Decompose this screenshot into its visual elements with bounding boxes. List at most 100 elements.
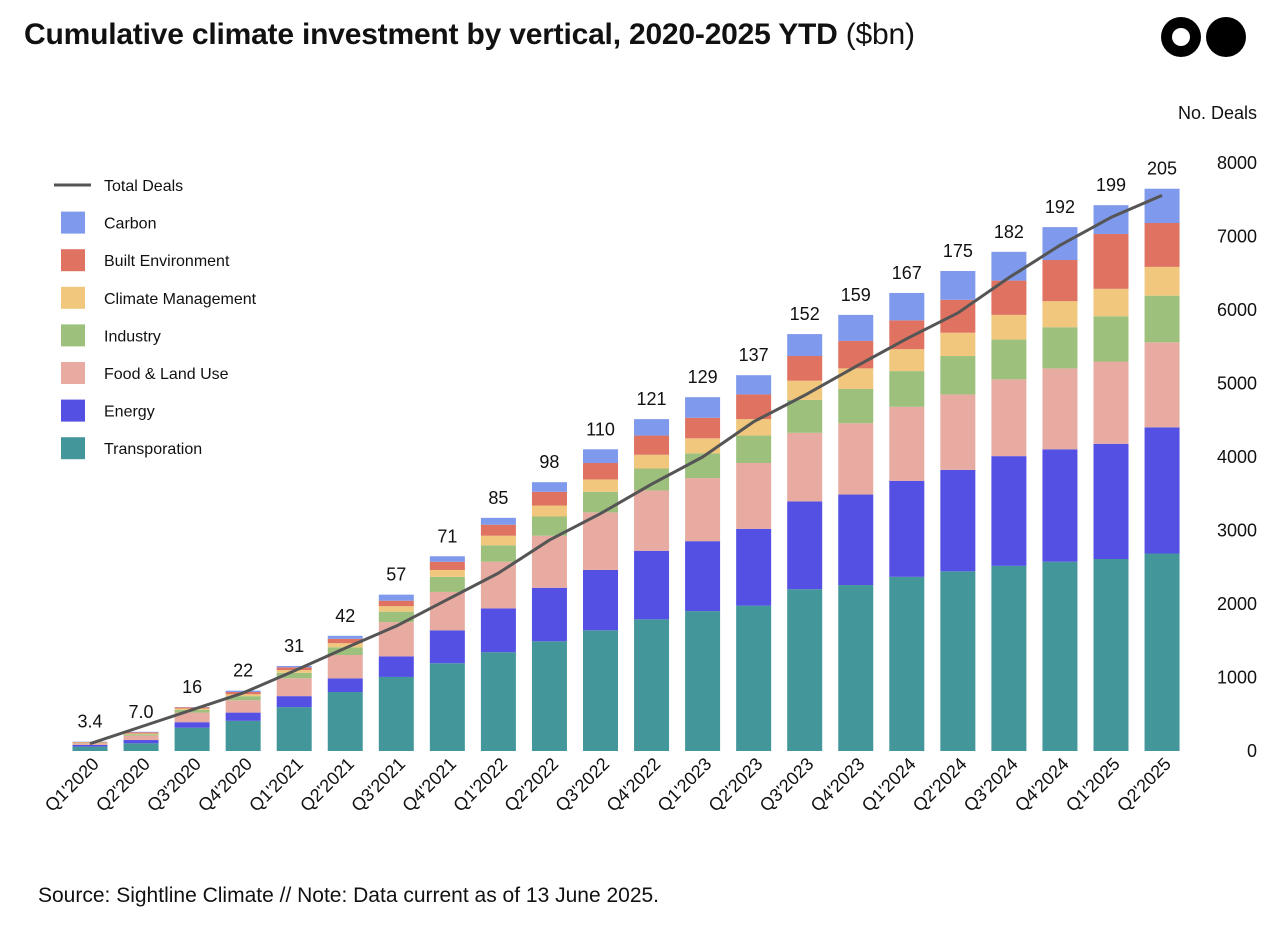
bar-stack bbox=[940, 271, 976, 751]
bar-stack bbox=[787, 334, 823, 751]
total-label: 22 bbox=[233, 661, 253, 681]
x-tick-label: Q4'2020 bbox=[194, 754, 256, 816]
x-tick-label: Q1'2024 bbox=[858, 754, 920, 816]
bar-segment-industry bbox=[787, 399, 823, 433]
bar-segment-transporation bbox=[378, 676, 414, 751]
y2-tick-label: 6000 bbox=[1217, 300, 1257, 320]
bar-stack bbox=[1042, 227, 1078, 751]
bar-segment-built-environment bbox=[838, 340, 874, 369]
bar-segment-climate-management bbox=[685, 438, 721, 454]
total-label: 129 bbox=[688, 367, 718, 387]
data-labels-layer: 3.4 7.0 16 22 31 42 57 71 85 98 110 121 129 137 152 159… bbox=[77, 159, 1177, 732]
bar-segment-built-environment bbox=[1042, 260, 1078, 302]
x-tick-label: Q4'2023 bbox=[807, 754, 869, 816]
bar-segment-built-environment bbox=[583, 463, 618, 480]
total-label: 199 bbox=[1096, 175, 1126, 195]
bar-segment-carbon bbox=[1144, 188, 1180, 223]
bar-segment-energy bbox=[1144, 427, 1180, 554]
bar-stack bbox=[685, 397, 721, 751]
bar-segment-transporation bbox=[1144, 553, 1180, 751]
bar-segment-energy bbox=[634, 550, 670, 620]
legend-label: Transporation bbox=[104, 441, 202, 458]
bar-segment-transporation bbox=[1093, 559, 1129, 751]
bar-segment-climate-management bbox=[1144, 266, 1180, 296]
x-tick-label: Q1'2022 bbox=[449, 754, 511, 816]
bar-segment-energy bbox=[787, 501, 823, 590]
x-axis-ticks: Q1'2020Q2'2020Q3'2020Q4'2020Q1'2021Q2'20… bbox=[41, 754, 1175, 816]
legend-item-climate-management: Climate Management bbox=[61, 286, 257, 309]
legend-swatch bbox=[61, 399, 85, 422]
legend-item-total-deals: Total Deals bbox=[54, 178, 183, 195]
bar-segment-transporation bbox=[531, 641, 567, 751]
bar-segment-climate-management bbox=[1042, 301, 1078, 328]
bar-segment-energy bbox=[327, 678, 363, 693]
x-tick-label: Q3'2021 bbox=[347, 754, 409, 816]
bar-segment-carbon bbox=[838, 314, 874, 341]
bar-segment-carbon bbox=[634, 419, 670, 436]
bar-stack bbox=[327, 635, 363, 751]
bar-segment-industry bbox=[583, 491, 618, 513]
bar-segment-food-land-use bbox=[429, 591, 465, 631]
total-deals-line bbox=[89, 193, 1163, 746]
total-label: 205 bbox=[1147, 159, 1177, 179]
bar-segment-carbon bbox=[940, 271, 976, 300]
legend-item-food-land-use: Food & Land Use bbox=[61, 362, 229, 384]
bar-segment-carbon bbox=[991, 251, 1027, 281]
y2-tick-label: 4000 bbox=[1217, 447, 1257, 467]
bar-segment-climate-management bbox=[583, 479, 618, 492]
x-tick-label: Q3'2020 bbox=[143, 754, 205, 816]
bar-segment-climate-management bbox=[889, 349, 925, 372]
total-label: 182 bbox=[994, 222, 1024, 242]
two-circles-logo-icon bbox=[1161, 17, 1246, 57]
bar-stack bbox=[583, 449, 618, 751]
bar-segment-food-land-use bbox=[378, 622, 414, 657]
bar-segment-carbon bbox=[531, 482, 567, 492]
y2-tick-label: 7000 bbox=[1217, 227, 1257, 247]
bar-segment-energy bbox=[480, 608, 516, 653]
y2-tick-label: 1000 bbox=[1217, 668, 1257, 688]
bar-segment-food-land-use bbox=[1144, 342, 1180, 428]
bar-segment-energy bbox=[1042, 449, 1078, 562]
bar-segment-climate-management bbox=[327, 643, 363, 648]
bar-segment-built-environment bbox=[327, 638, 363, 644]
total-label: 71 bbox=[437, 526, 457, 546]
bar-segment-industry bbox=[991, 339, 1027, 380]
x-tick-label: Q2'2020 bbox=[92, 754, 154, 816]
bar-segment-energy bbox=[838, 494, 874, 586]
total-label: 121 bbox=[637, 389, 667, 409]
bar-segment-food-land-use bbox=[72, 743, 108, 745]
bar-stack bbox=[1144, 188, 1180, 751]
bar-stack bbox=[838, 314, 874, 751]
bar-segment-industry bbox=[634, 468, 670, 491]
bar-segment-built-environment bbox=[1093, 233, 1129, 289]
total-label: 159 bbox=[841, 285, 871, 305]
bar-segment-climate-management bbox=[225, 694, 261, 697]
bar-segment-built-environment bbox=[480, 524, 516, 536]
bar-stack bbox=[276, 665, 312, 751]
bar-segment-energy bbox=[72, 744, 108, 747]
x-tick-label: Q3'2024 bbox=[960, 754, 1022, 816]
bar-segment-transporation bbox=[276, 707, 312, 751]
bar-segment-food-land-use bbox=[736, 463, 772, 529]
bar-segment-energy bbox=[378, 656, 414, 677]
legend-label: Carbon bbox=[104, 216, 156, 233]
total-label: 98 bbox=[539, 452, 559, 472]
bar-segment-energy bbox=[225, 712, 261, 721]
bar-stack bbox=[736, 375, 772, 751]
bar-segment-built-environment bbox=[378, 600, 414, 607]
chart-title: Cumulative climate investment by vertica… bbox=[24, 18, 915, 52]
bar-segment-industry bbox=[480, 545, 516, 562]
bar-stack bbox=[378, 594, 414, 751]
y2-tick-label: 2000 bbox=[1217, 594, 1257, 614]
y2-tick-label: 3000 bbox=[1217, 521, 1257, 541]
bar-segment-industry bbox=[327, 647, 363, 655]
total-label: 137 bbox=[739, 345, 769, 365]
x-tick-label: Q1'2023 bbox=[654, 754, 716, 816]
line-layer bbox=[89, 193, 1163, 746]
bar-segment-transporation bbox=[685, 611, 721, 751]
bar-segment-climate-management bbox=[429, 569, 465, 577]
bar-segment-built-environment bbox=[634, 435, 670, 455]
legend-swatch bbox=[61, 437, 85, 460]
bar-segment-industry bbox=[123, 734, 159, 736]
x-tick-label: Q2'2024 bbox=[909, 754, 971, 816]
